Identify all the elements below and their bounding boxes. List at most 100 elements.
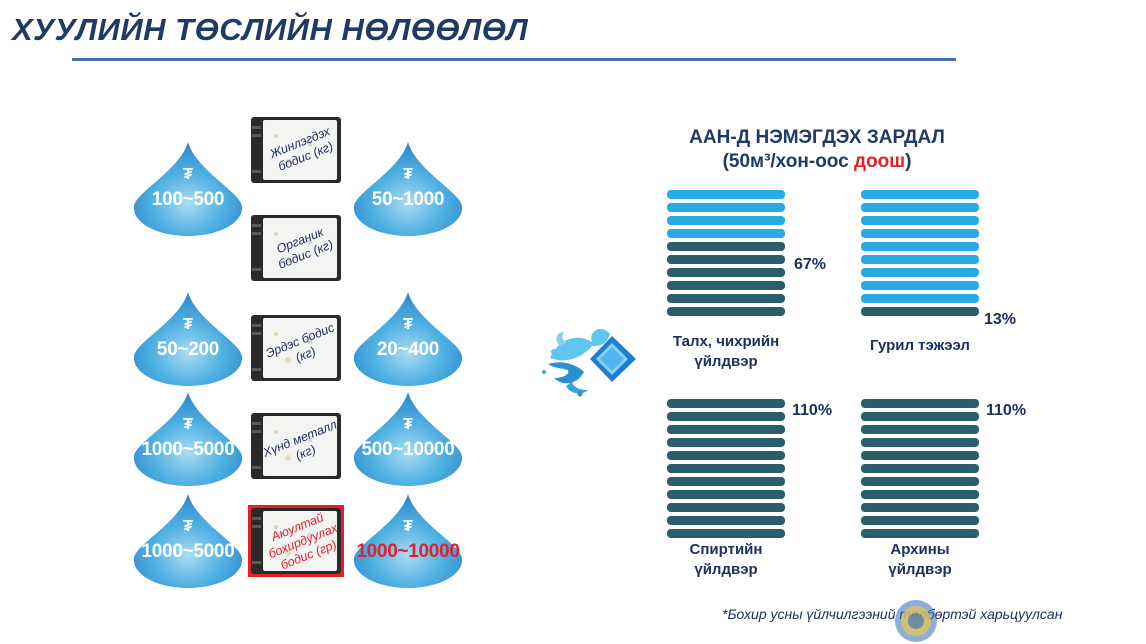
industry-label: Гурил тэжээл	[841, 336, 999, 356]
right-fee-value: 50~1000	[371, 189, 445, 210]
bar-baseline	[861, 255, 979, 264]
bar-added-cost	[667, 255, 785, 264]
water-drop-right: ₮ 1000~10000	[348, 492, 468, 588]
title-line2-close: )	[905, 151, 912, 172]
water-drop-icon	[353, 142, 463, 236]
industry-label-line1: Талх, чихрийн	[672, 333, 780, 350]
currency-symbol: ₮	[403, 166, 413, 183]
right-fee-value: 500~10000	[361, 439, 455, 460]
bar-added-cost	[667, 294, 785, 303]
pollutant-card: Хүнд металл (кг)	[248, 410, 344, 482]
document-icon	[248, 505, 344, 577]
water-splash-arrow-icon	[542, 328, 636, 397]
bar-baseline	[861, 242, 979, 251]
right-panel-title-line2: (50м³/хон-оос доош)	[632, 150, 1002, 174]
water-drop-right: ₮ 500~10000	[348, 390, 468, 486]
bar-baseline	[861, 229, 979, 238]
water-drop-right: ₮ 50~1000	[348, 140, 468, 236]
industry-label-line1: Архины	[890, 541, 950, 558]
left-fee-value: 1000~5000	[141, 541, 235, 562]
industry-label-line1: Гурил тэжээл	[870, 337, 970, 354]
pollutant-card: Жинлэгдэх бодис (кг)	[248, 114, 344, 186]
bar-baseline	[861, 216, 979, 225]
industry-label-line2: үйлдвэр	[888, 561, 952, 578]
bar-added-cost	[667, 477, 785, 486]
industry-label-line2: үйлдвэр	[694, 353, 758, 370]
title-line2-text: (50м³/хон-оос	[722, 151, 854, 172]
percent-label: 13%	[984, 311, 1017, 328]
bar-added-cost	[861, 399, 979, 408]
water-drop-left: ₮ 1000~5000	[128, 492, 248, 588]
bar-added-cost	[667, 242, 785, 251]
bar-added-cost	[667, 529, 785, 538]
left-fee-value: 1000~5000	[141, 439, 235, 460]
bar-baseline	[861, 281, 979, 290]
industry-label: Архины үйлдвэр	[841, 540, 999, 580]
bar-added-cost	[861, 451, 979, 460]
percent-label: 110%	[792, 402, 833, 419]
page-title: ХУУЛИЙН ТӨСЛИЙН НӨЛӨӨЛӨЛ	[12, 12, 529, 47]
water-drop-icon	[133, 494, 243, 588]
bar-added-cost	[861, 503, 979, 512]
bar-added-cost	[861, 464, 979, 473]
bar-added-cost	[667, 490, 785, 499]
title-underline	[72, 58, 956, 61]
document-icon	[251, 215, 341, 281]
bar-added-cost	[667, 307, 785, 316]
pollutant-card: Органик бодис (кг)	[248, 212, 344, 284]
bar-added-cost	[667, 503, 785, 512]
industry-label: Спиртийн үйлдвэр	[647, 540, 805, 580]
bar-baseline	[861, 268, 979, 277]
industry-label: Талх, чихрийн үйлдвэр	[647, 332, 805, 372]
title-line2-highlight: доош	[854, 151, 906, 172]
bar-added-cost	[667, 281, 785, 290]
water-drop-right: ₮ 20~400	[348, 290, 468, 386]
right-panel-title-line1: ААН-Д НЭМЭГДЭХ ЗАРДАЛ	[689, 127, 945, 148]
footnote: *Бохир усны үйлчилгээний төлбөртэй харьц…	[722, 606, 1063, 622]
bar-added-cost	[667, 268, 785, 277]
pollutant-card: Аюултай бохирдуулах бодис (гр)	[248, 505, 344, 577]
bar-baseline	[667, 216, 785, 225]
water-drop-left: ₮ 1000~5000	[128, 390, 248, 486]
industry-label-line2: үйлдвэр	[694, 561, 758, 578]
bar-added-cost	[861, 477, 979, 486]
bar-baseline	[667, 229, 785, 238]
bar-added-cost	[667, 412, 785, 421]
bar-baseline	[861, 294, 979, 303]
currency-symbol: ₮	[403, 316, 413, 333]
water-drop-left: ₮ 50~200	[128, 290, 248, 386]
bar-baseline	[667, 190, 785, 199]
industry-label-line1: Спиртийн	[689, 541, 763, 558]
right-panel-title: ААН-Д НЭМЭГДЭХ ЗАРДАЛ (50м³/хон-оос доош…	[632, 126, 1002, 174]
water-drop-icon	[353, 494, 463, 588]
bar-added-cost	[667, 451, 785, 460]
bar-added-cost	[861, 307, 979, 316]
percent-label: 67%	[794, 256, 827, 273]
bar-added-cost	[667, 516, 785, 525]
bar-added-cost	[667, 438, 785, 447]
bar-added-cost	[861, 490, 979, 499]
document-icon	[251, 315, 341, 381]
right-fee-value: 1000~10000	[356, 541, 460, 562]
left-fee-value: 100~500	[151, 189, 225, 210]
water-drop-icon	[353, 292, 463, 386]
currency-symbol: ₮	[183, 316, 193, 333]
currency-symbol: ₮	[183, 416, 193, 433]
bar-added-cost	[667, 425, 785, 434]
water-drop-icon	[133, 392, 243, 486]
state-emblem-icon	[895, 600, 937, 642]
bar-added-cost	[861, 412, 979, 421]
currency-symbol: ₮	[183, 166, 193, 183]
document-icon	[251, 413, 341, 479]
bar-baseline	[861, 190, 979, 199]
bar-added-cost	[861, 425, 979, 434]
bar-baseline	[861, 203, 979, 212]
bar-added-cost	[861, 516, 979, 525]
bar-added-cost	[667, 464, 785, 473]
right-fee-value: 20~400	[376, 339, 440, 360]
bar-baseline	[667, 203, 785, 212]
currency-symbol: ₮	[403, 416, 413, 433]
bar-added-cost	[861, 438, 979, 447]
water-drop-icon	[353, 392, 463, 486]
percent-label: 110%	[986, 402, 1027, 419]
